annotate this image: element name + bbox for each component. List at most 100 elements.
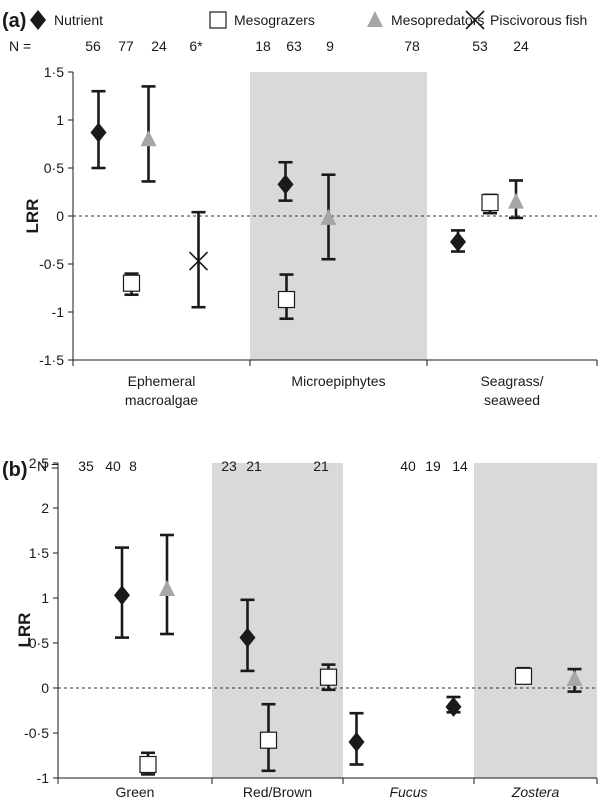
diamond-marker	[239, 627, 256, 648]
sample-size-label: 21	[246, 458, 262, 474]
sample-size-label: 21	[313, 458, 329, 474]
data-point-square	[122, 272, 141, 297]
square-marker	[122, 274, 141, 292]
sample-size-label: 56	[85, 38, 101, 54]
n-prefix-label: N =	[9, 38, 31, 54]
data-point-diamond	[348, 711, 365, 766]
y-tick-label: 1·5	[29, 545, 49, 561]
legend-label: Mesograzers	[234, 12, 315, 28]
sample-size-label: 24	[151, 38, 167, 54]
data-point-triangle	[159, 533, 175, 636]
panel-b: (b)2·5 2 1·5 1 0·5 0 -0·5 -1 LRR Greenephemeral a…	[2, 455, 598, 801]
square-marker	[514, 667, 533, 685]
sample-size-label: 40	[400, 458, 416, 474]
sample-size-label: 19	[425, 458, 441, 474]
data-point-diamond	[445, 695, 462, 717]
data-point-square	[259, 702, 278, 773]
sample-size-label: 23	[221, 458, 237, 474]
legend: Nutrient Mesograzers Mesopredators Piscivor…	[30, 10, 587, 30]
triangle-marker	[159, 580, 175, 596]
y-tick-label: -1	[37, 770, 50, 786]
shaded-region	[474, 463, 597, 778]
y-axis-label: LRR	[15, 613, 34, 648]
category-label: Fucus	[389, 784, 427, 800]
cross-marker	[188, 251, 209, 271]
diamond-marker	[114, 585, 130, 606]
square-marker	[259, 731, 278, 749]
y-tick-label: 2	[41, 500, 49, 516]
panel-label: (b)	[2, 459, 28, 481]
legend-label: Nutrient	[54, 12, 103, 28]
y-tick-label: -0·5	[24, 725, 49, 741]
sample-size-label: 53	[472, 38, 488, 54]
data-point-triangle	[320, 173, 337, 261]
y-tick-label: 1	[41, 590, 49, 606]
square-marker-icon	[209, 11, 227, 29]
n-prefix-label: N =	[37, 458, 59, 474]
triangle-marker-icon	[367, 11, 383, 27]
square-marker	[319, 668, 338, 686]
sample-size-label: 77	[118, 38, 134, 54]
category-label: Greenephemeral algae	[83, 784, 188, 801]
data-point-square	[139, 751, 157, 776]
sample-size-label: 78	[404, 38, 420, 54]
sample-size-label: 9	[326, 38, 334, 54]
legend-label: Piscivorous fish	[490, 12, 587, 28]
sample-size-label: 8	[129, 458, 137, 474]
sample-size-label: 18	[255, 38, 271, 54]
legend-item-nutrient: Nutrient	[30, 10, 103, 30]
data-point-cross	[188, 210, 209, 309]
cross-marker-icon	[465, 10, 485, 30]
category-label: Microepiphytes	[291, 373, 385, 389]
y-axis-label: LRR	[23, 199, 42, 234]
y-tick-label: 0·5	[29, 635, 49, 651]
y-tick-label: 0	[56, 208, 64, 224]
data-point-triangle	[566, 667, 583, 693]
data-point-diamond	[277, 160, 294, 202]
square-marker	[277, 290, 296, 309]
data-point-square	[514, 666, 533, 685]
diamond-marker	[348, 732, 365, 752]
square-marker	[481, 193, 499, 212]
sample-size-label: 63	[286, 38, 302, 54]
legend-item-mesopredators: Mesopredators	[367, 11, 484, 28]
y-tick-label: -1·5	[39, 352, 64, 368]
legend-label: Mesopredators	[391, 12, 484, 28]
legend-item-piscivorous-fish: Piscivorous fish	[465, 10, 587, 30]
data-point-diamond	[239, 598, 256, 673]
y-tick-label: 1·5	[44, 64, 64, 80]
category-label: Red/Brownephemeral algae	[225, 784, 330, 801]
diamond-marker-icon	[30, 10, 46, 30]
category-label: Seagrass/seaweed	[480, 373, 543, 408]
category-label: Zostera	[511, 784, 560, 800]
data-point-triangle	[140, 85, 157, 183]
diamond-marker	[445, 696, 462, 717]
panel-a: (a) 1·5 1 0·5 0 -0·5 -1 -1·5 LRR Ephemeral macroal…	[2, 10, 598, 408]
y-tick-label: -0·5	[39, 256, 64, 272]
data-point-square	[481, 193, 499, 215]
y-tick-label: 2·5	[29, 455, 49, 471]
square-marker	[139, 755, 157, 774]
triangle-marker	[508, 192, 524, 209]
shaded-region	[212, 463, 343, 778]
data-point-diamond	[90, 89, 107, 170]
triangle-marker	[320, 208, 337, 225]
y-tick-label: 0	[41, 680, 49, 696]
category-label: Ephemeral macroalgae	[125, 373, 198, 408]
sample-size-label: 24	[513, 38, 529, 54]
y-tick-label: 1	[56, 112, 64, 128]
y-tick-label: 0·5	[44, 160, 64, 176]
diamond-marker	[90, 122, 107, 143]
data-point-diamond	[450, 229, 466, 253]
data-point-square	[277, 273, 296, 321]
data-point-square	[319, 663, 338, 692]
sample-size-label: 6*	[189, 38, 203, 54]
diamond-marker	[450, 231, 466, 252]
legend-item-mesograzers: Mesograzers	[209, 11, 315, 29]
sample-size-label: 40	[105, 458, 121, 474]
sample-size-label: 35	[78, 458, 94, 474]
diamond-marker	[277, 174, 294, 195]
data-point-diamond	[114, 546, 130, 639]
data-point-triangle	[508, 179, 524, 220]
